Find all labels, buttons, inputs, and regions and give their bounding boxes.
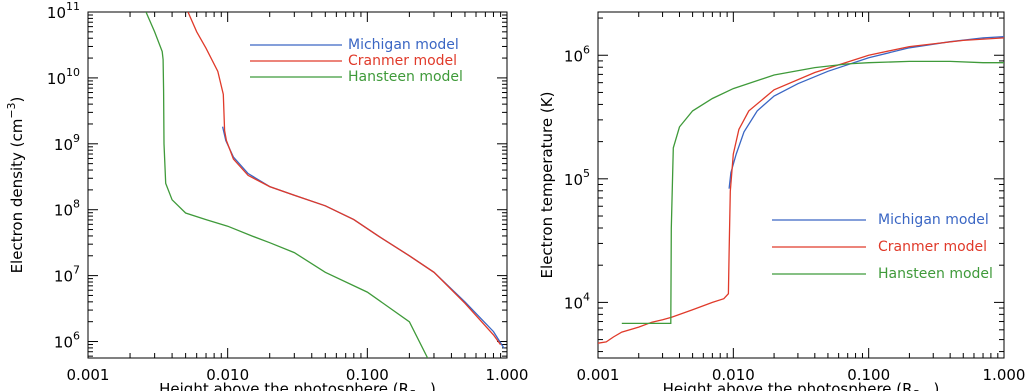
y-tick-exponent: 5 [583, 167, 590, 180]
y-axis-label-sup: −3 [5, 102, 18, 118]
legend-label: Cranmer model [348, 53, 457, 69]
y-axis-label-main: Electron temperature (K) [538, 92, 556, 279]
x-axis-label: Height above the photosphere (RSun) [663, 380, 940, 391]
y-tick-label: 104 [564, 290, 590, 312]
y-tick-exponent: 9 [73, 132, 80, 145]
y-tick-label: 106 [564, 43, 590, 65]
y-tick-exponent: 6 [73, 330, 80, 343]
y-axis-label: Electron temperature (K) [538, 92, 556, 279]
y-tick-exponent: 4 [583, 290, 590, 303]
y-tick-base: 10 [564, 294, 583, 312]
legend-label: Hansteen model [878, 266, 993, 282]
series-line-michigan [728, 36, 1004, 189]
y-tick-exponent: 6 [583, 43, 590, 56]
y-tick-exponent: 10 [66, 66, 80, 79]
y-tick-label: 1011 [47, 0, 80, 22]
y-axis-label: Electron density (cm−3) [5, 97, 26, 274]
y-tick-base: 10 [54, 136, 73, 154]
y-axis-label-main: Electron density (cm [8, 119, 26, 274]
y-tick-base: 10 [54, 334, 73, 352]
series-group [145, 12, 505, 358]
y-tick-label: 108 [54, 198, 80, 220]
x-tick-label: 0.001 [577, 366, 620, 384]
x-axis-label-sub: Sun [913, 388, 934, 391]
plot-frame [597, 11, 1005, 359]
x-tick-label: 0.100 [847, 366, 890, 384]
series-line-hansteen [145, 12, 429, 358]
series-line-michigan [221, 126, 505, 349]
x-tick-label: 1.000 [486, 366, 529, 384]
x-axis-label: Height above the photosphere (RSun) [159, 380, 436, 391]
legend-label: Cranmer model [878, 239, 987, 255]
y-tick-base: 10 [564, 47, 583, 65]
y-tick-label: 106 [54, 330, 80, 352]
legend-label: Michigan model [878, 212, 989, 228]
x-axis-label-close: ) [934, 380, 940, 391]
plot-frame [87, 11, 508, 359]
legend-label: Michigan model [348, 37, 459, 53]
y-tick-base: 10 [54, 268, 73, 286]
series-line-hansteen [621, 60, 1004, 325]
x-tick-label: 0.100 [346, 366, 389, 384]
y-tick-exponent: 7 [73, 264, 80, 277]
series-line-cranmer [598, 37, 1004, 344]
y-tick-base: 10 [54, 202, 73, 220]
y-tick-label: 105 [564, 167, 590, 189]
y-tick-exponent: 11 [66, 0, 80, 13]
x-tick-label: 1.000 [983, 366, 1026, 384]
y-tick-base: 10 [564, 171, 583, 189]
x-axis-label-close: ) [430, 380, 436, 391]
y-tick-exponent: 8 [73, 198, 80, 211]
legend-label: Hansteen model [348, 69, 463, 85]
density-chart-panel: 0.001 0.010 0.100 1.00010610710810910101011… [5, 0, 528, 391]
y-tick-label: 1010 [47, 66, 80, 88]
x-tick-label: 0.001 [67, 366, 110, 384]
x-tick-label: 0.010 [712, 366, 755, 384]
x-tick-label: 0.010 [206, 366, 249, 384]
y-axis-label-close: ) [8, 97, 26, 103]
y-tick-base: 10 [47, 70, 66, 88]
y-tick-base: 10 [47, 4, 66, 22]
x-axis-label-main: Height above the photosphere (R [159, 380, 409, 391]
series-group [598, 36, 1004, 344]
x-axis-label-sub: Sun [409, 388, 430, 391]
x-axis-label-main: Height above the photosphere (R [663, 380, 913, 391]
y-tick-label: 109 [54, 132, 80, 154]
series-line-cranmer [187, 12, 502, 346]
y-tick-label: 107 [54, 264, 80, 286]
